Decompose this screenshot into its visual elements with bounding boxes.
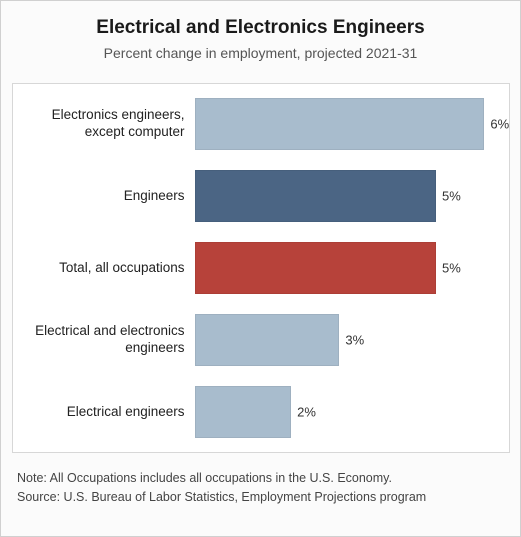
bar-value: 2% — [291, 405, 316, 420]
bar-value: 3% — [339, 333, 364, 348]
bar-label: Electrical engineers — [13, 404, 195, 421]
bar-track: 3% — [195, 314, 509, 366]
bar-row: Electrical and electronics engineers 3% — [13, 312, 509, 368]
bar-track: 2% — [195, 386, 509, 438]
bar — [195, 98, 485, 150]
footnotes: Note: All Occupations includes all occup… — [11, 469, 510, 508]
chart-container: Electrical and Electronics Engineers Per… — [0, 0, 521, 537]
plot-area: Electronics engineers, except computer 6… — [12, 83, 510, 453]
bar-row: Total, all occupations 5% — [13, 240, 509, 296]
bar-value: 5% — [436, 189, 461, 204]
bar-value: 5% — [436, 261, 461, 276]
note-text: Note: All Occupations includes all occup… — [17, 469, 504, 488]
bar-label: Electrical and electronics engineers — [13, 323, 195, 357]
bar — [195, 314, 340, 366]
bar-row: Electronics engineers, except computer 6… — [13, 96, 509, 152]
bar-row: Engineers 5% — [13, 168, 509, 224]
chart-title: Electrical and Electronics Engineers — [11, 17, 510, 39]
bar — [195, 386, 292, 438]
bar-row: Electrical engineers 2% — [13, 384, 509, 440]
bar-value: 6% — [484, 117, 509, 132]
chart-subtitle: Percent change in employment, projected … — [11, 45, 510, 61]
bar — [195, 170, 437, 222]
source-text: Source: U.S. Bureau of Labor Statistics,… — [17, 488, 504, 507]
bar — [195, 242, 437, 294]
bar-label: Total, all occupations — [13, 260, 195, 277]
bar-label: Engineers — [13, 188, 195, 205]
bar-track: 5% — [195, 242, 509, 294]
bar-label: Electronics engineers, except computer — [13, 107, 195, 141]
bar-track: 6% — [195, 98, 509, 150]
bar-track: 5% — [195, 170, 509, 222]
